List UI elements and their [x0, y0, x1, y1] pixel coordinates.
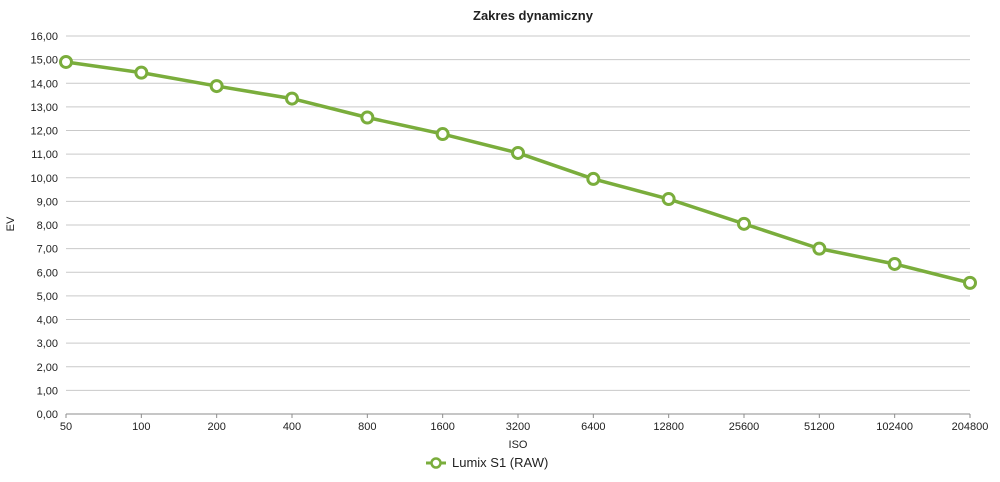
y-tick-label: 7,00 [37, 244, 58, 256]
x-tick-label: 3200 [506, 421, 530, 433]
chart-title: Zakres dynamiczny [473, 8, 594, 23]
series-line [64, 60, 972, 285]
x-tick-label: 12800 [653, 421, 684, 433]
data-point [511, 145, 525, 160]
y-tick-label: 8,00 [37, 220, 58, 232]
x-tick-label: 800 [358, 421, 376, 433]
data-point [661, 192, 676, 207]
data-point [435, 127, 450, 142]
y-axis-ticks: 0,00 1,00 2,00 3,00 4,00 5,00 6,00 7,00 8,00 9,00… [30, 31, 58, 421]
y-tick-label: 5,00 [37, 291, 58, 303]
y-tick-label: 6,00 [37, 267, 58, 279]
y-tick-label: 4,00 [37, 315, 58, 327]
y-tick-label: 10,00 [30, 173, 58, 185]
x-tick-label: 6400 [581, 421, 605, 433]
x-tick-label: 102400 [876, 421, 913, 433]
data-point [134, 65, 149, 80]
data-point [285, 91, 299, 106]
data-point [586, 171, 601, 186]
y-tick-label: 2,00 [37, 362, 58, 374]
y-tick-label: 9,00 [37, 196, 58, 208]
data-point [360, 110, 375, 125]
data-point [963, 275, 977, 290]
x-tick-label: 50 [60, 421, 72, 433]
y-tick-label: 16,00 [30, 31, 58, 43]
legend-label: Lumix S1 (RAW) [452, 455, 548, 470]
x-tick-label: 200 [207, 421, 225, 433]
y-tick-label: 15,00 [30, 55, 58, 67]
x-tick-label: 100 [132, 421, 150, 433]
y-tick-label: 14,00 [30, 78, 58, 90]
x-tick-label: 400 [283, 421, 301, 433]
data-point [209, 79, 224, 94]
legend-swatch-marker [430, 457, 442, 469]
x-axis-ticks: 50 100 200 400 800 1600 3200 6400 12800 25600 5120… [60, 414, 988, 433]
x-tick-label: 1600 [430, 421, 454, 433]
y-axis-label: EV [5, 216, 17, 231]
series-layer [59, 54, 977, 290]
data-point [812, 241, 827, 256]
data-point [887, 256, 902, 271]
y-tick-label: 12,00 [30, 126, 58, 138]
data-point [737, 216, 751, 231]
y-tick-label: 11,00 [31, 149, 58, 161]
x-tick-label: 204800 [952, 421, 989, 433]
y-tick-label: 0,00 [37, 409, 58, 421]
y-tick-label: 13,00 [30, 102, 58, 114]
data-point [59, 54, 73, 69]
y-tick-label: 1,00 [37, 385, 58, 397]
legend: Lumix S1 (RAW) [426, 455, 548, 470]
x-tick-label: 25600 [729, 421, 760, 433]
x-tick-label: 51200 [804, 421, 835, 433]
gridlines [66, 35, 970, 391]
x-axis-label: ISO [509, 439, 528, 451]
y-tick-label: 3,00 [37, 338, 58, 350]
